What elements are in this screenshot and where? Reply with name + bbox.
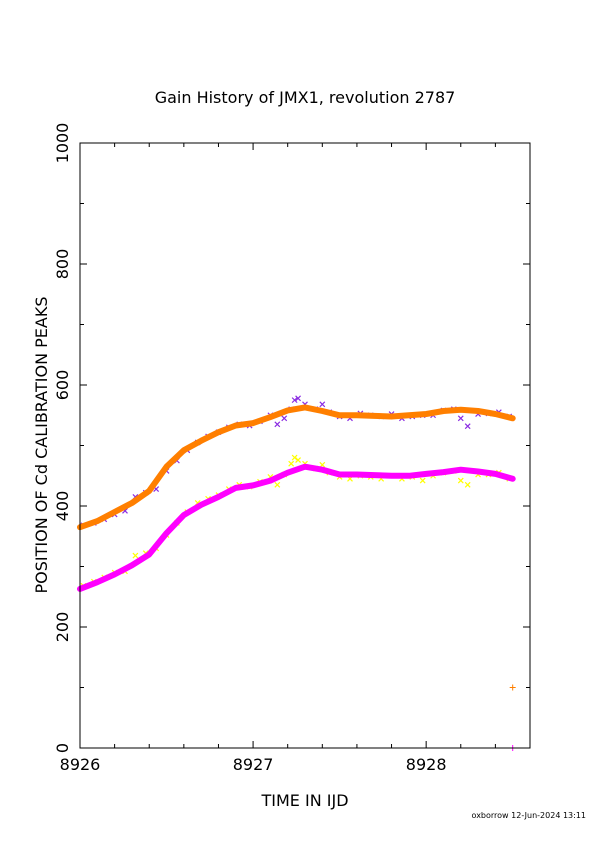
chart-title: Gain History of JMX1, revolution 2787: [155, 88, 456, 107]
y-tick-label: 200: [53, 612, 72, 643]
x-tick-label: 8927: [233, 755, 274, 774]
series-0-point: [319, 401, 326, 408]
x-tick-label: 8926: [60, 755, 101, 774]
series-0-point: [274, 421, 281, 428]
y-tick-label: 400: [53, 491, 72, 522]
series-3-fit-line: [77, 463, 516, 592]
y-tick-label: 0: [53, 743, 72, 753]
series-2-point: [288, 460, 295, 467]
plot-frame: [79, 142, 531, 749]
y-tick-label: 600: [53, 370, 72, 401]
series-0-point: [291, 397, 298, 404]
footer-credit: oxborrow 12-Jun-2024 13:11: [472, 811, 586, 820]
series-2-point: [457, 477, 464, 484]
series-2-point: [274, 481, 281, 488]
series-4-point: [509, 684, 516, 691]
series-0-point: [457, 415, 464, 422]
y-tick-label: 800: [53, 249, 72, 280]
series-2-point: [464, 481, 471, 488]
series-0-point: [295, 395, 302, 402]
x-tick-label: 8928: [406, 755, 447, 774]
series-2-point: [419, 477, 426, 484]
series-0-point: [464, 423, 471, 430]
series-2-point: [295, 457, 302, 463]
series-2-point: [291, 454, 298, 461]
y-tick-label: 1000: [53, 123, 72, 164]
series-2-point: [132, 552, 139, 559]
y-axis-label: POSITION OF Cd CALIBRATION PEAKS: [32, 297, 51, 594]
plot-marks: [77, 395, 516, 751]
series-1-fit-line: [77, 404, 516, 531]
series-0-point: [281, 415, 288, 422]
x-axis-label: TIME IN IJD: [260, 791, 348, 810]
axis-ticks: 8926 8927 8928 0 200 400 600 800 1000: [53, 123, 530, 774]
